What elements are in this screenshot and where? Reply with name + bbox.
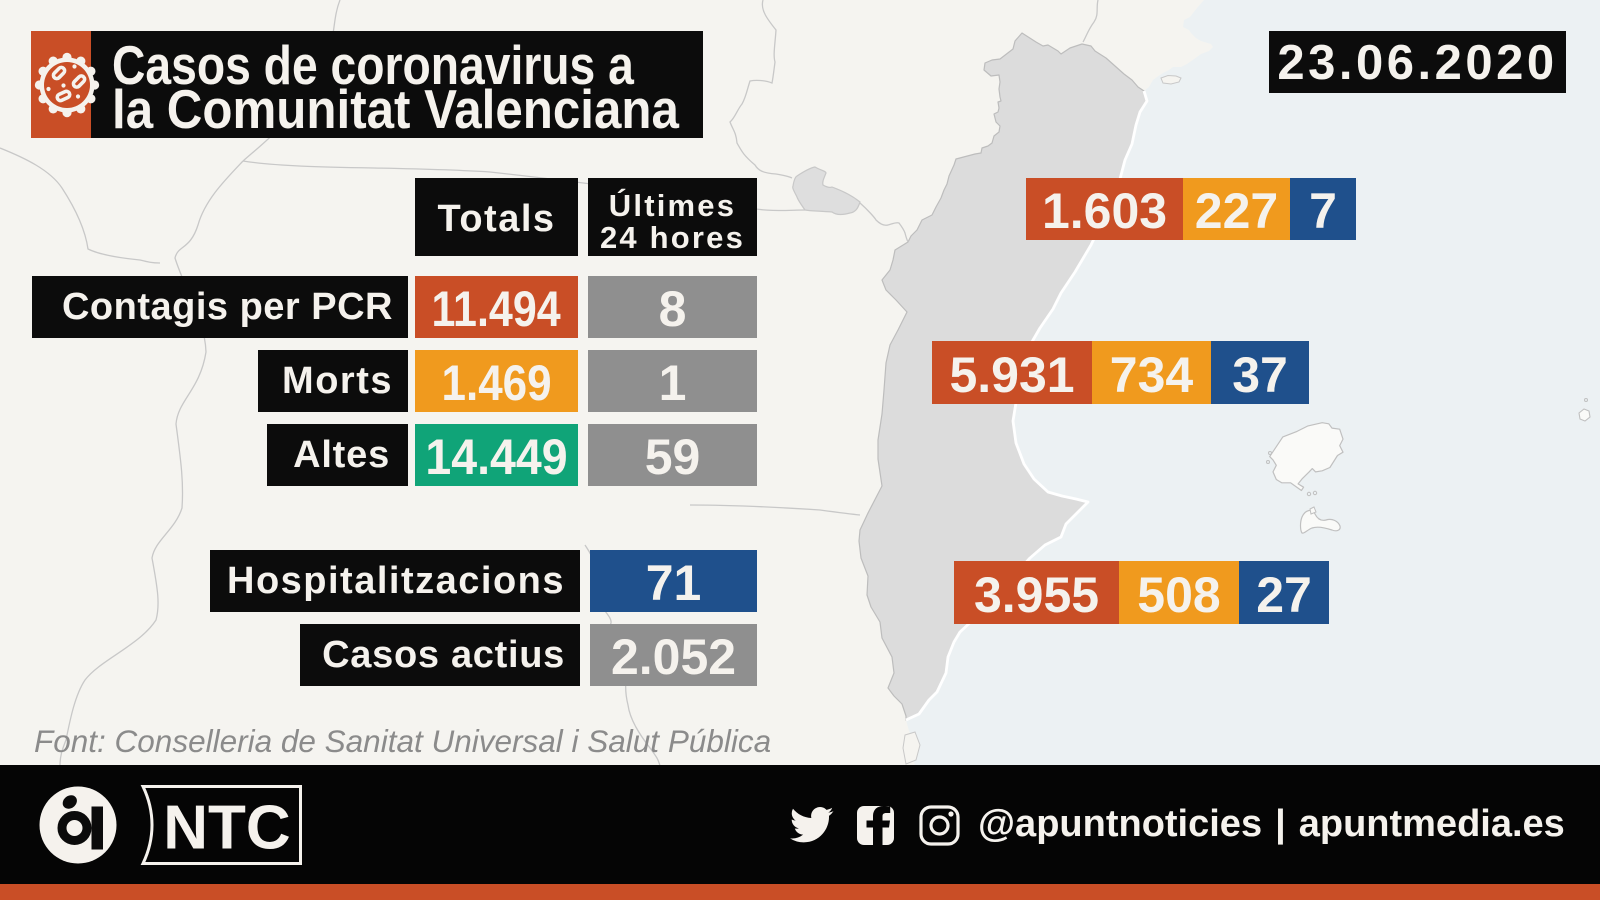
svg-text:NTC: NTC — [163, 794, 290, 863]
